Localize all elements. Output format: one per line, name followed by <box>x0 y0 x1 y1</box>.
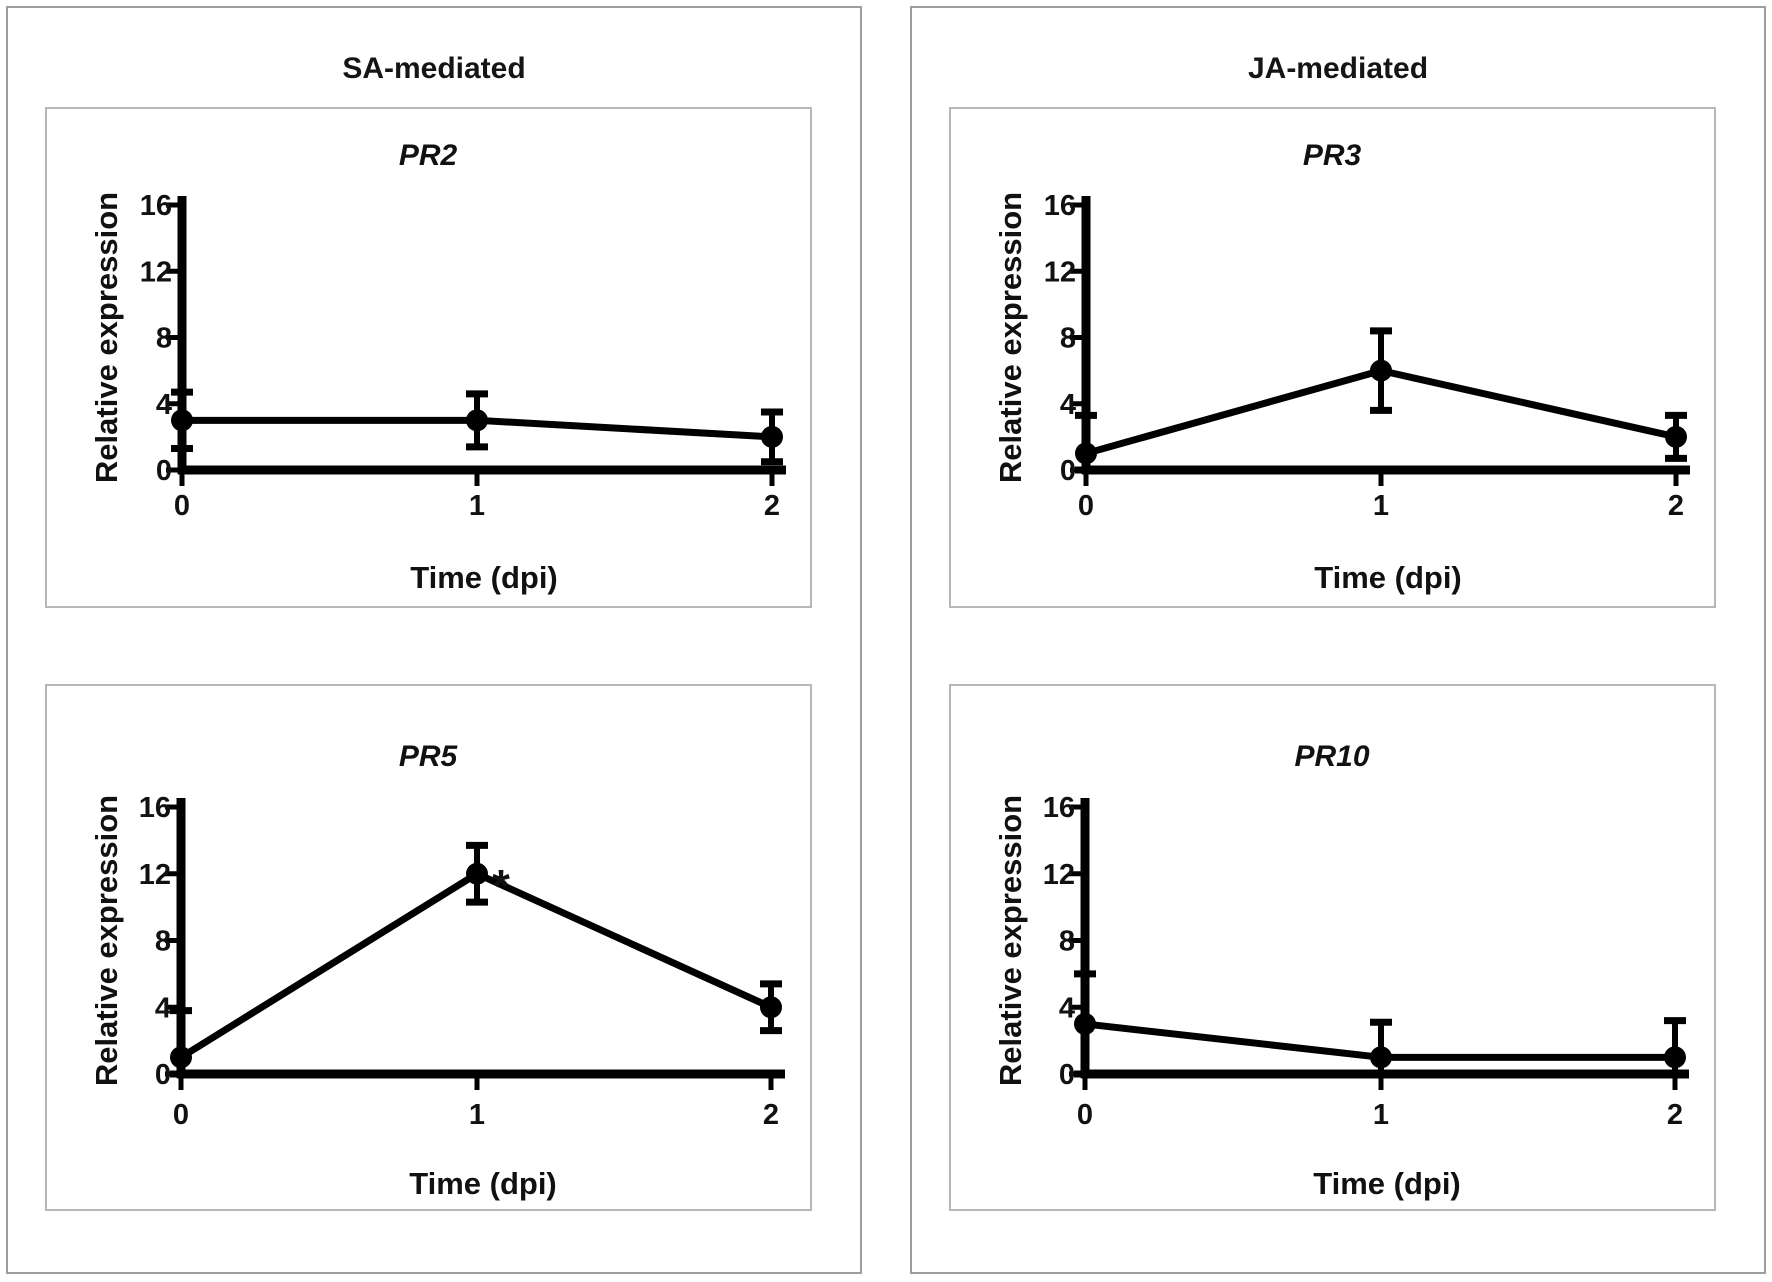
y-tick-label: 12 <box>1043 859 1075 891</box>
data-point <box>466 862 488 885</box>
x-tick-label: 1 <box>1373 1099 1389 1131</box>
data-point <box>1074 1012 1096 1035</box>
x-axis-title: Time (dpi) <box>409 1166 557 1201</box>
y-tick-label: 4 <box>1059 992 1075 1024</box>
y-tick-label: 4 <box>155 992 171 1024</box>
x-tick-label: 0 <box>174 490 190 522</box>
x-tick-label: 0 <box>173 1099 189 1131</box>
x-tick-label: 2 <box>764 490 780 522</box>
data-point <box>761 425 783 448</box>
y-tick-label: 4 <box>1060 389 1076 421</box>
y-axis-title: Relative expression <box>993 192 1028 483</box>
x-tick-label: 2 <box>1667 1099 1683 1131</box>
data-point <box>1664 1046 1686 1069</box>
chart-title: PR10 <box>1294 740 1369 773</box>
chart-title: PR3 <box>1303 139 1362 172</box>
panel-title-sa: SA-mediated <box>342 52 526 85</box>
x-tick-label: 1 <box>469 1099 485 1131</box>
x-axis-title: Time (dpi) <box>1313 1166 1461 1201</box>
chart-title: PR2 <box>399 139 458 172</box>
y-tick-label: 4 <box>156 389 172 421</box>
data-point <box>1075 442 1097 465</box>
panel-sa-mediated: SA-mediated PR2 0 4 8 12 16 0 1 2 Relative expres… <box>6 6 862 1274</box>
y-tick-label: 8 <box>1060 323 1076 355</box>
data-point <box>760 996 782 1019</box>
y-tick-label: 0 <box>156 455 172 487</box>
data-point <box>1665 425 1687 448</box>
y-tick-label: 0 <box>155 1059 171 1091</box>
data-point <box>171 409 193 432</box>
chart-title: PR5 <box>399 740 459 773</box>
panel-ja-mediated: JA-mediated PR3 0 4 8 12 16 0 1 2 Relative expres… <box>910 6 1766 1274</box>
x-tick-label: 0 <box>1077 1099 1093 1131</box>
chart-box-pr5: PR5 0 4 8 12 16 0 1 2 Relative expression Time (dp… <box>45 684 812 1211</box>
x-axis-title: Time (dpi) <box>410 560 558 595</box>
x-tick-label: 2 <box>763 1099 779 1131</box>
y-tick-label: 0 <box>1060 455 1076 487</box>
x-tick-label: 1 <box>1373 490 1389 522</box>
y-axis-title: Relative expression <box>993 795 1028 1086</box>
significance-asterisk: * <box>492 860 510 912</box>
data-point <box>466 409 488 432</box>
y-tick-label: 0 <box>1059 1059 1075 1091</box>
y-tick-label: 16 <box>1044 190 1076 222</box>
y-tick-label: 8 <box>156 323 172 355</box>
chart-box-pr10: PR10 0 4 8 12 16 0 1 2 Relative expression Time (d… <box>949 684 1716 1211</box>
data-point <box>1370 359 1392 382</box>
y-axis-title: Relative expression <box>89 795 124 1086</box>
y-tick-label: 12 <box>1044 256 1076 288</box>
x-tick-label: 0 <box>1078 490 1094 522</box>
y-tick-label: 16 <box>140 190 172 222</box>
y-tick-label: 12 <box>140 256 172 288</box>
y-tick-label: 16 <box>1043 792 1075 824</box>
chart-box-pr2: PR2 0 4 8 12 16 0 1 2 Relative expression Time (dp… <box>45 107 812 608</box>
y-tick-label: 8 <box>1059 926 1075 958</box>
data-point <box>1370 1046 1392 1069</box>
x-tick-label: 2 <box>1668 490 1684 522</box>
y-tick-label: 12 <box>139 859 171 891</box>
data-point <box>170 1046 192 1069</box>
x-tick-label: 1 <box>469 490 485 522</box>
y-tick-label: 16 <box>139 792 171 824</box>
chart-box-pr3: PR3 0 4 8 12 16 0 1 2 Relative expression Time (dp… <box>949 107 1716 608</box>
panel-title-ja: JA-mediated <box>1247 52 1429 85</box>
x-axis-title: Time (dpi) <box>1314 560 1462 595</box>
y-axis-title: Relative expression <box>89 192 124 483</box>
y-tick-label: 8 <box>155 926 171 958</box>
